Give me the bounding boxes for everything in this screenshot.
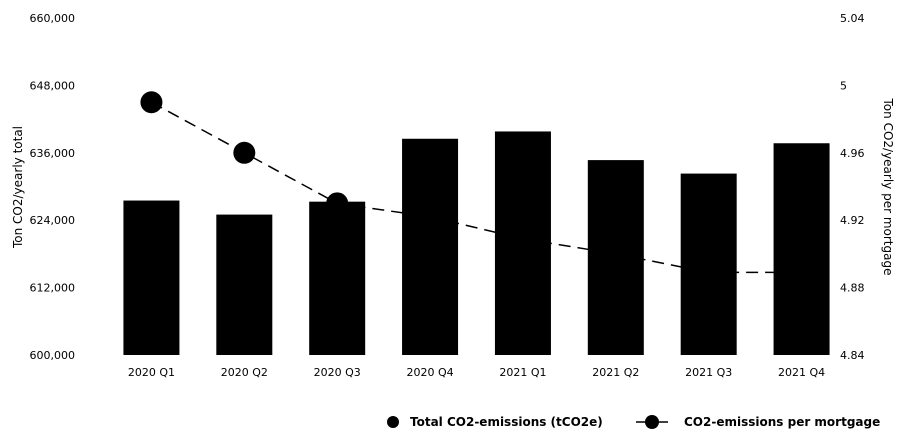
y2-tick-label: 5 bbox=[840, 79, 847, 92]
y-axis-ticks: 600,000 612,000 624,000 636,000 648,000 660,0… bbox=[30, 12, 76, 362]
y2-tick-label: 4.92 bbox=[840, 214, 865, 227]
bar bbox=[680, 173, 737, 355]
x-tick-label: 2020 Q1 bbox=[128, 366, 175, 379]
x-tick-label: 2020 Q2 bbox=[221, 366, 268, 379]
y2-axis-title: Ton CO2/yearly per mortgage bbox=[881, 98, 895, 276]
x-tick-label: 2021 Q4 bbox=[778, 366, 825, 379]
legend-bar-label: Total CO2-emissions (tCO2e) bbox=[410, 415, 603, 429]
y2-tick-label: 5.04 bbox=[840, 12, 865, 25]
bar bbox=[216, 214, 273, 355]
line-point bbox=[233, 141, 256, 164]
x-tick-label: 2020 Q4 bbox=[406, 366, 453, 379]
y2-tick-label: 4.84 bbox=[840, 349, 865, 362]
y-tick-label: 648,000 bbox=[30, 79, 76, 92]
legend: Total CO2-emissions (tCO2e) CO2-emission… bbox=[387, 415, 880, 429]
bar bbox=[123, 200, 180, 355]
x-tick-label: 2020 Q3 bbox=[314, 366, 361, 379]
y-axis-title: Ton CO2/yearly total bbox=[11, 126, 25, 249]
legend-line-label: CO2-emissions per mortgage bbox=[684, 415, 880, 429]
y2-axis-ticks: 4.84 4.88 4.92 4.96 5 5.04 bbox=[840, 12, 865, 362]
y-tick-label: 612,000 bbox=[30, 282, 76, 295]
bar bbox=[773, 143, 830, 355]
line-path bbox=[151, 101, 802, 274]
bar-series bbox=[123, 131, 830, 355]
y2-tick-label: 4.88 bbox=[840, 282, 865, 295]
x-tick-label: 2021 Q1 bbox=[499, 366, 546, 379]
y2-tick-label: 4.96 bbox=[840, 147, 865, 160]
bar bbox=[309, 201, 366, 355]
line-point bbox=[326, 192, 349, 215]
x-tick-label: 2021 Q3 bbox=[685, 366, 732, 379]
legend-line-marker bbox=[645, 415, 659, 429]
bar bbox=[402, 138, 459, 355]
line-series bbox=[140, 91, 802, 274]
x-axis-ticks: 2020 Q1 2020 Q2 2020 Q3 2020 Q4 2021 Q1 2021 … bbox=[128, 366, 825, 379]
bar bbox=[494, 131, 551, 355]
x-tick-label: 2021 Q2 bbox=[592, 366, 639, 379]
y-tick-label: 636,000 bbox=[30, 147, 76, 160]
y-tick-label: 660,000 bbox=[30, 12, 76, 25]
legend-bar-marker bbox=[387, 416, 399, 428]
y-tick-label: 600,000 bbox=[30, 349, 76, 362]
line-point bbox=[140, 91, 163, 114]
y-tick-label: 624,000 bbox=[30, 214, 76, 227]
